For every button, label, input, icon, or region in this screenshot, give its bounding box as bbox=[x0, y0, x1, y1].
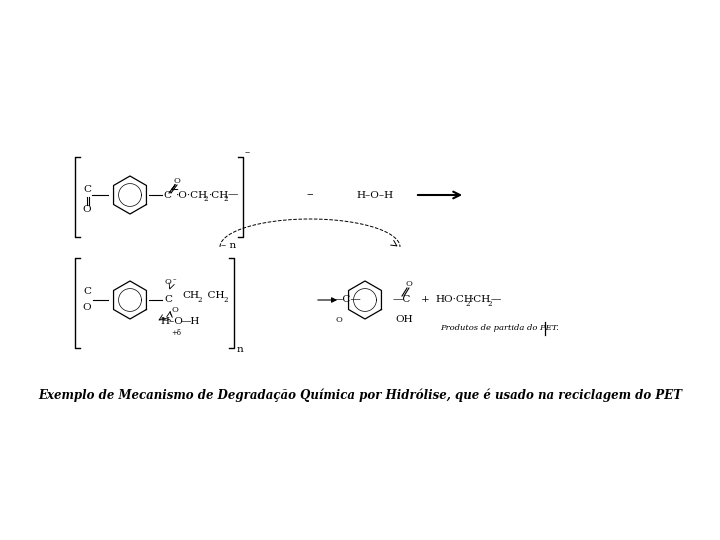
Text: Exemplo de Mecanismo de Degradação Química por Hidrólise, que é usado na recicla: Exemplo de Mecanismo de Degradação Quími… bbox=[38, 388, 682, 402]
Text: ·CH: ·CH bbox=[470, 295, 490, 305]
Text: –: – bbox=[245, 148, 251, 158]
Text: C: C bbox=[164, 295, 172, 305]
Text: O: O bbox=[405, 280, 413, 288]
Text: 2: 2 bbox=[224, 195, 228, 203]
Text: CH: CH bbox=[182, 292, 199, 300]
Text: O: O bbox=[174, 177, 181, 185]
Text: C: C bbox=[83, 287, 91, 296]
Text: 2: 2 bbox=[487, 300, 492, 308]
Text: —: — bbox=[228, 191, 238, 199]
Text: CH: CH bbox=[201, 292, 225, 300]
Text: —C: —C bbox=[393, 295, 411, 305]
Text: 2: 2 bbox=[466, 300, 470, 308]
Text: –: – bbox=[307, 188, 313, 201]
Text: 2: 2 bbox=[204, 195, 209, 203]
Text: ·O·CH: ·O·CH bbox=[175, 191, 207, 199]
Text: C: C bbox=[83, 186, 91, 194]
Text: —C—: —C— bbox=[333, 295, 361, 305]
Text: 2: 2 bbox=[197, 296, 202, 304]
Text: O: O bbox=[165, 278, 171, 286]
Text: – n: – n bbox=[221, 240, 237, 249]
Text: OH: OH bbox=[395, 315, 413, 325]
Text: —H: —H bbox=[181, 318, 200, 327]
Text: +δ: +δ bbox=[171, 329, 181, 337]
Text: HO·CH: HO·CH bbox=[435, 295, 473, 305]
Text: –: – bbox=[173, 275, 176, 283]
Text: O: O bbox=[83, 303, 91, 313]
Text: H–O–H: H–O–H bbox=[356, 191, 394, 199]
Text: —: — bbox=[491, 295, 501, 305]
Text: ·CH: ·CH bbox=[208, 191, 228, 199]
Text: 2: 2 bbox=[224, 296, 228, 304]
Text: C: C bbox=[163, 191, 171, 199]
Text: O: O bbox=[336, 316, 343, 324]
Text: Produtos de partida do PET.: Produtos de partida do PET. bbox=[440, 324, 559, 332]
Text: n: n bbox=[237, 346, 244, 354]
Text: H–O: H–O bbox=[160, 318, 183, 327]
Text: O: O bbox=[83, 205, 91, 213]
Text: O: O bbox=[171, 306, 179, 314]
Text: +: + bbox=[420, 295, 429, 305]
